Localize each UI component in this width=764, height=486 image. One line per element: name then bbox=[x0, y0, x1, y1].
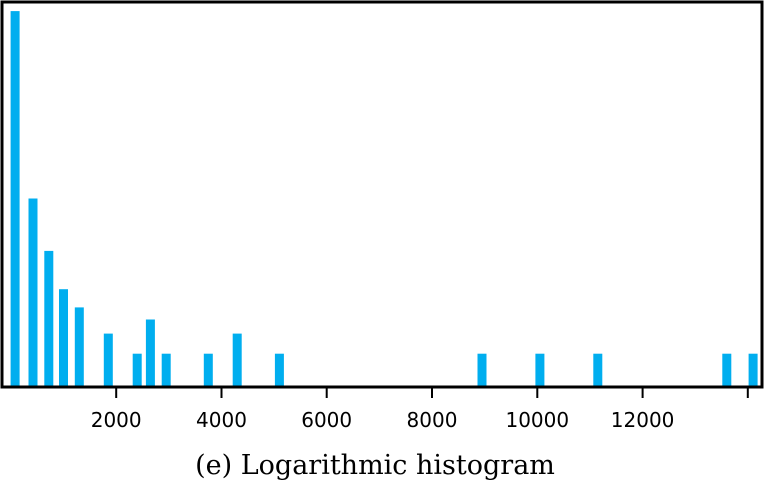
x-ticks-group: 2000 4000 6000 8000 10000 12000 bbox=[91, 386, 749, 432]
histogram-bar bbox=[103, 333, 113, 386]
x-tick-label: 4000 bbox=[196, 408, 247, 432]
plot-frame bbox=[0, 0, 764, 389]
histogram-bar bbox=[232, 333, 242, 386]
histogram-bar bbox=[203, 353, 213, 386]
histogram-bar bbox=[161, 353, 171, 386]
histogram-bar bbox=[722, 353, 732, 386]
histogram-bar bbox=[132, 353, 142, 386]
x-tick-label: 10000 bbox=[505, 408, 569, 432]
histogram-bar bbox=[44, 250, 54, 386]
histogram-bar bbox=[535, 353, 545, 386]
histogram-bar bbox=[593, 353, 603, 386]
x-tick-label: 8000 bbox=[407, 408, 458, 432]
histogram-bar bbox=[28, 198, 38, 386]
histogram-bar bbox=[59, 289, 68, 386]
histogram-bar bbox=[477, 353, 487, 386]
histogram-bar bbox=[74, 307, 84, 386]
x-tick-label: 6000 bbox=[301, 408, 352, 432]
histogram-bar bbox=[748, 353, 758, 386]
histogram-bar bbox=[274, 353, 284, 386]
bars-group bbox=[10, 11, 758, 386]
histogram-bar bbox=[145, 319, 155, 386]
histogram-bar bbox=[10, 11, 20, 386]
x-tick-label: 12000 bbox=[611, 408, 675, 432]
chart-caption: (e) Logarithmic histogram bbox=[195, 450, 555, 481]
x-tick-label: 2000 bbox=[91, 408, 142, 432]
